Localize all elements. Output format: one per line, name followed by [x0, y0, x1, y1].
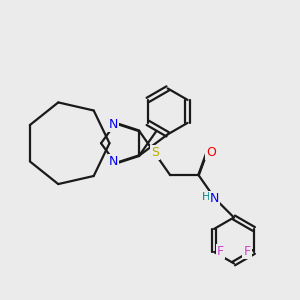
Text: N: N: [109, 155, 118, 168]
Text: N: N: [109, 118, 118, 131]
Text: H: H: [202, 192, 210, 202]
Text: F: F: [217, 245, 224, 258]
Text: O: O: [206, 146, 216, 159]
Text: F: F: [244, 245, 250, 258]
Text: S: S: [151, 146, 159, 160]
Text: N: N: [210, 192, 220, 205]
